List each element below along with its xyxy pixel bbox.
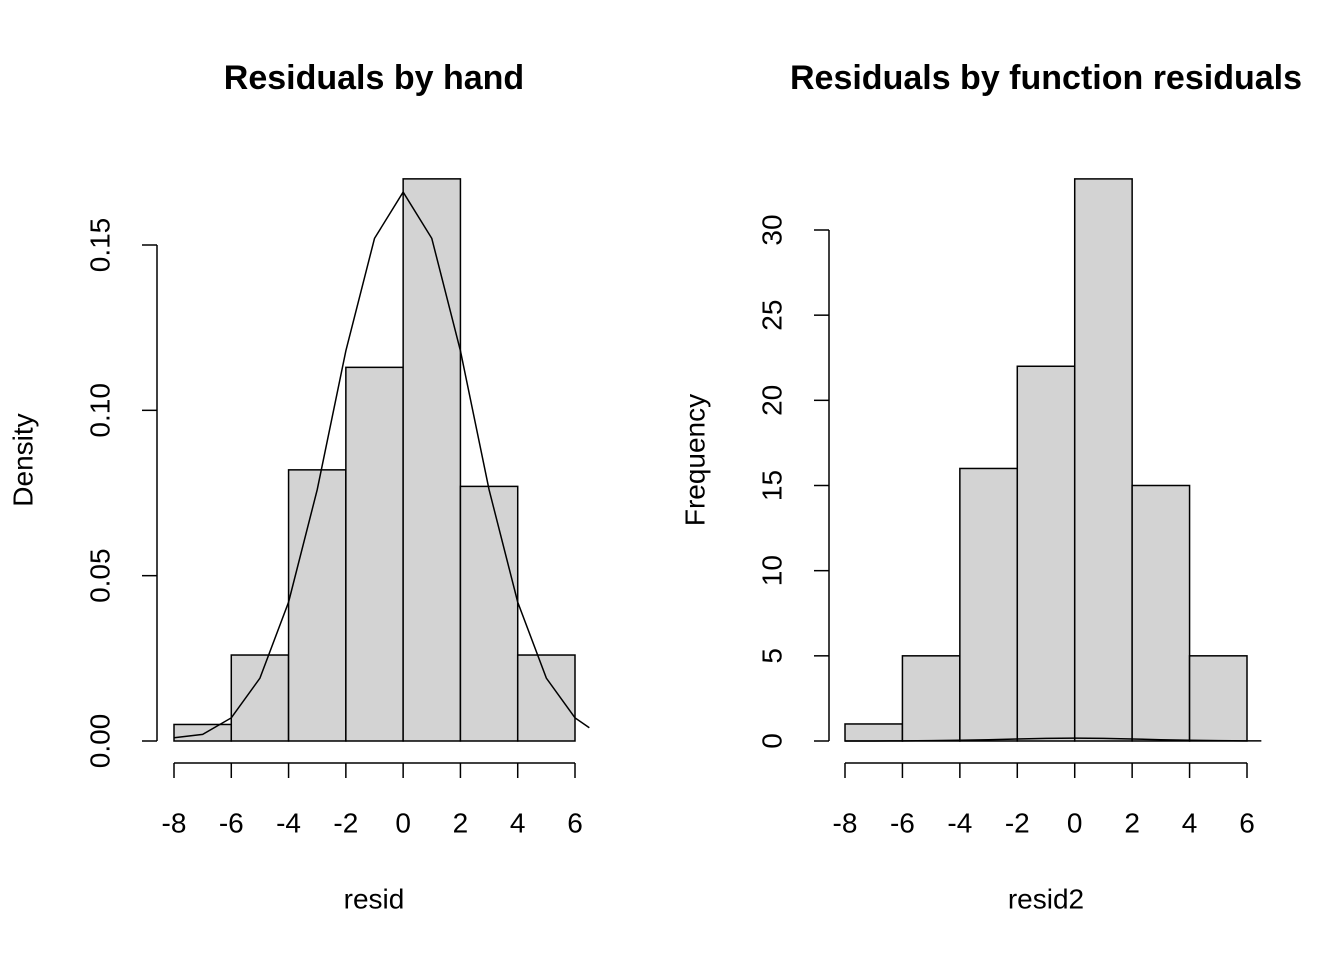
- x-tick-label: 0: [395, 807, 411, 838]
- x-tick-label: 6: [1239, 807, 1255, 838]
- x-tick-label: 2: [453, 807, 469, 838]
- y-tick-label: 20: [756, 385, 787, 416]
- x-axis-label: resid: [344, 883, 405, 914]
- y-tick-label: 30: [756, 214, 787, 245]
- y-tick-label: 25: [756, 300, 787, 331]
- x-tick-label: -2: [1005, 807, 1030, 838]
- histogram-bar: [402, 178, 462, 742]
- histogram-bar: [230, 654, 290, 742]
- y-tick-label: 15: [756, 470, 787, 501]
- histogram-bar: [901, 655, 961, 742]
- y-tick-label: 0.05: [84, 548, 115, 603]
- x-tick-label: 2: [1124, 807, 1140, 838]
- histogram-bar: [1188, 655, 1248, 742]
- histogram-bar: [516, 654, 576, 742]
- x-tick-label: 4: [510, 807, 526, 838]
- y-tick-label: 0.00: [84, 714, 115, 769]
- y-tick-label: 0: [756, 733, 787, 749]
- x-axis-label: resid2: [1008, 883, 1084, 914]
- y-axis-label: Frequency: [679, 394, 710, 526]
- x-tick-label: -4: [947, 807, 972, 838]
- histogram-bar: [345, 366, 404, 742]
- x-tick-label: -4: [276, 807, 301, 838]
- histogram-bar: [173, 723, 233, 742]
- histogram-bar: [844, 723, 904, 742]
- chart-title: Residuals by hand: [224, 59, 524, 97]
- x-tick-label: -6: [219, 807, 244, 838]
- histogram-bar: [459, 485, 519, 742]
- density-curve: [173, 190, 590, 739]
- histogram-bar: [287, 469, 347, 742]
- y-tick-label: 5: [756, 648, 787, 664]
- histogram-bar: [1073, 178, 1133, 742]
- x-tick-label: -6: [890, 807, 915, 838]
- x-tick-label: -8: [833, 807, 858, 838]
- y-axis-label: Density: [7, 413, 38, 506]
- chart-title: Residuals by function residuals: [790, 59, 1302, 97]
- x-tick-label: 6: [567, 807, 583, 838]
- x-tick-label: 4: [1182, 807, 1198, 838]
- x-tick-label: -2: [333, 807, 358, 838]
- histogram-bar: [1131, 484, 1191, 742]
- y-tick-label: 0.10: [84, 383, 115, 438]
- y-tick-label: 10: [756, 555, 787, 586]
- histogram-bar: [959, 467, 1019, 742]
- density-curve: [844, 737, 1262, 742]
- x-tick-label: 0: [1067, 807, 1083, 838]
- histogram-bar: [1016, 365, 1076, 742]
- x-tick-label: -8: [162, 807, 187, 838]
- y-tick-label: 0.15: [84, 218, 115, 273]
